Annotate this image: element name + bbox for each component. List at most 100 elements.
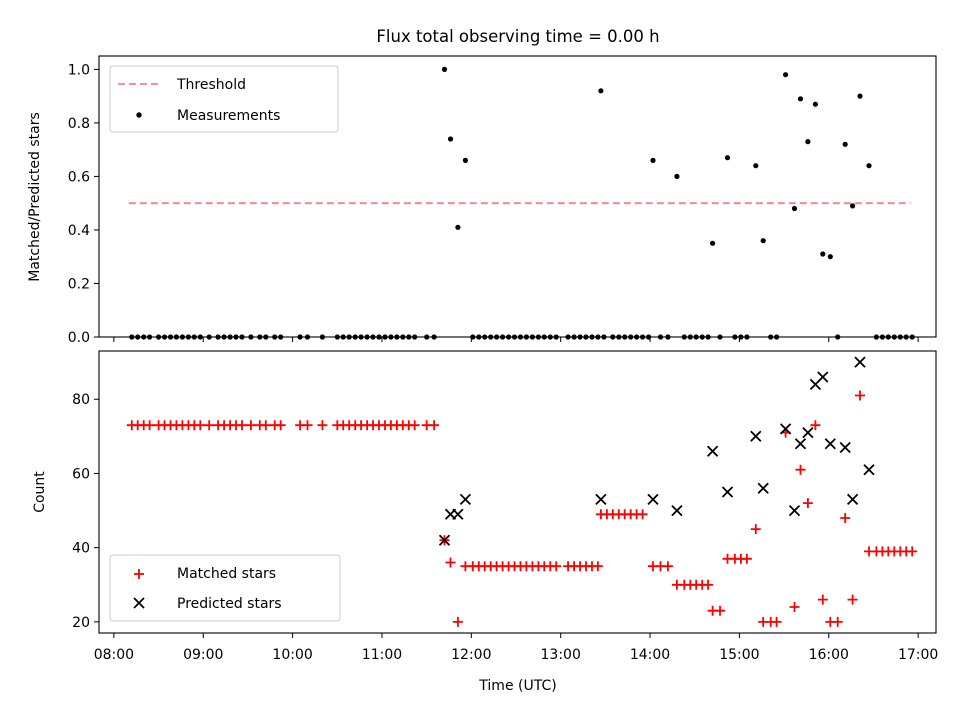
predicted-star-marker <box>863 464 875 476</box>
predicted-star-marker <box>459 493 472 506</box>
measurement-point <box>850 203 856 209</box>
measurement-point <box>783 72 789 78</box>
legend-measurements-swatch <box>136 112 142 118</box>
predicted-star-marker <box>824 438 836 450</box>
matched-star-marker <box>789 602 800 612</box>
bottom-y-tick-label: 80 <box>72 392 90 408</box>
matched-star-marker <box>317 420 328 431</box>
top-y-tick-label: 0.2 <box>68 276 90 292</box>
top-y-tick-label: 0.4 <box>68 223 90 239</box>
top-y-tick-label: 1.0 <box>68 62 90 78</box>
measurement-point <box>842 141 848 147</box>
predicted-star-marker <box>647 493 659 506</box>
matched-star-marker <box>840 513 851 523</box>
matched-star-marker <box>195 420 206 431</box>
bottom-x-ticks: 08:00 09:00 10:00 11:00 12:00 13:00 14:00 15:00… <box>94 633 938 663</box>
matched-star-marker <box>750 524 761 535</box>
matched-star-marker <box>144 420 155 431</box>
measurement-point <box>441 66 448 72</box>
predicted-star-marker <box>802 426 814 439</box>
bottom-y-tick-label: 60 <box>72 466 90 482</box>
x-axis-label: Time (UTC) <box>478 678 556 694</box>
matched-star-marker <box>662 561 673 572</box>
matched-star-marker <box>855 390 865 401</box>
top-y-tick-label: 0.0 <box>68 330 90 346</box>
measurement-point <box>797 96 804 102</box>
matched-star-marker <box>409 420 420 431</box>
bottom-y-axis-label: Count <box>32 471 48 513</box>
matched-star-marker <box>452 616 463 627</box>
legend-threshold-label: Threshold <box>176 77 246 93</box>
bottom-y-ticks: 20 40 60 80 <box>72 392 99 631</box>
predicted-star-marker <box>788 504 801 517</box>
x-tick-label: 08:00 <box>94 647 134 663</box>
x-tick-label: 10:00 <box>272 647 312 663</box>
legend-measurements-label: Measurements <box>177 108 280 124</box>
predicted-star-marker <box>779 423 792 435</box>
matched-star-marker <box>771 616 782 627</box>
legend-matched-label: Matched stars <box>177 566 276 582</box>
predicted-star-marker <box>757 482 769 494</box>
measurement-point <box>710 240 716 246</box>
matched-star-marker <box>741 553 752 564</box>
legend-predicted-label: Predicted stars <box>177 596 282 612</box>
matched-star-marker <box>302 420 313 431</box>
chart-title: Flux total observing time = 0.00 h <box>376 27 659 46</box>
predicted-star-marker <box>721 486 734 498</box>
top-y-tick-label: 0.8 <box>68 116 90 132</box>
matched-star-marker <box>810 420 821 431</box>
predicted-star-marker <box>452 508 464 520</box>
measurement-point <box>857 93 863 99</box>
x-tick-label: 12:00 <box>451 647 491 663</box>
matched-star-marker <box>832 616 843 627</box>
measurement-point <box>760 238 766 244</box>
measurement-point <box>447 136 454 142</box>
top-y-axis-label: Matched/Predicted stars <box>27 112 43 282</box>
bottom-panel: 20 40 60 80 08:00 09:00 10:00 11:00 12:00 13:00 1… <box>32 350 938 694</box>
top-plot-frame <box>98 55 937 338</box>
top-panel: 0.0 0.2 0.4 0.6 0.8 1.0 Matched/Predicted sta… <box>27 55 937 346</box>
measurement-point <box>462 157 468 163</box>
matched-star-marker <box>795 464 806 475</box>
predicted-star-marker <box>671 504 683 517</box>
top-legend: Threshold Measurements <box>109 65 339 133</box>
matched-star-marker <box>275 420 286 431</box>
measurement-point <box>598 88 604 94</box>
x-tick-label: 16:00 <box>809 647 849 663</box>
matched-star-marker <box>445 557 456 568</box>
bottom-y-tick-label: 20 <box>72 615 90 631</box>
predicted-star-marker <box>595 493 607 506</box>
measurement-point <box>866 163 872 169</box>
matched-star-marker <box>204 420 215 431</box>
x-tick-label: 17:00 <box>898 647 938 663</box>
measurement-point <box>455 224 461 230</box>
matched-star-marker <box>817 594 828 605</box>
matched-star-marker <box>237 420 247 431</box>
top-y-tick-label: 0.6 <box>68 169 90 185</box>
predicted-star-marker <box>854 356 866 368</box>
top-plot-content <box>128 66 915 340</box>
top-legend-box <box>109 65 339 133</box>
matched-star-marker <box>847 594 858 605</box>
measurement-point <box>827 254 833 260</box>
bottom-y-tick-label: 40 <box>72 541 90 557</box>
measurement-point <box>791 205 798 212</box>
matched-star-marker <box>245 420 256 431</box>
predicted-star-marker <box>839 441 851 454</box>
bottom-legend: Matched stars Predicted stars <box>109 554 341 622</box>
top-x-ticks <box>113 337 919 342</box>
measurement-point <box>753 163 759 169</box>
predicted-star-marker <box>794 438 807 450</box>
predicted-star-marker <box>438 534 451 546</box>
x-tick-label: 15:00 <box>719 647 759 663</box>
bottom-plot-frame <box>98 350 937 634</box>
measurement-point <box>650 157 656 163</box>
measurement-point <box>724 155 731 161</box>
measurement-point <box>820 251 826 257</box>
bottom-legend-box <box>109 554 341 622</box>
predicted-star-marker <box>846 493 859 506</box>
measurement-point <box>674 173 680 179</box>
matched-star-marker <box>802 498 813 509</box>
bottom-plot-content <box>126 356 918 627</box>
matched-star-marker <box>592 561 603 572</box>
